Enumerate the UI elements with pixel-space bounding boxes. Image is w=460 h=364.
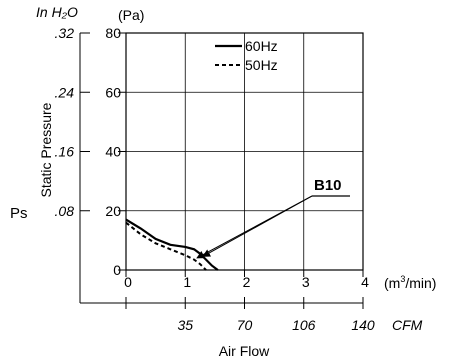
secondary-x-axis: 35 70 106 140 — [80, 297, 375, 333]
x2-tick-label: 35 — [177, 317, 193, 333]
y-tick-label: 0 — [113, 262, 121, 278]
y-axis-symbol: Ps — [10, 205, 28, 222]
x-tick-label: 4 — [361, 274, 369, 290]
series-lines — [125, 218, 219, 271]
annotation-label: B10 — [314, 177, 342, 194]
y-tick-label: 80 — [105, 25, 121, 41]
y2-tick-label: .16 — [55, 144, 75, 160]
y-axis-title: Static Pressure — [38, 102, 54, 197]
x-tick-label: 0 — [124, 274, 132, 290]
y2-tick-label: .24 — [55, 84, 75, 100]
model-annotation: B10 — [196, 177, 350, 259]
annotation-arrow — [196, 195, 313, 259]
x2-tick-label: 106 — [292, 317, 316, 333]
legend-label-60hz: 60Hz — [245, 38, 278, 54]
x-unit-label: (m3/min) — [384, 274, 436, 291]
y-unit-label: (Pa) — [118, 7, 144, 23]
x-tick-labels: 0 1 2 3 4 — [124, 270, 369, 290]
x-axis-title: Air Flow — [219, 343, 270, 359]
y-secondary-unit-label: In H₂O — [36, 4, 78, 20]
grid-lines — [126, 33, 363, 270]
legend-label-50hz: 50Hz — [245, 57, 278, 73]
x-tick-label: 3 — [302, 274, 310, 290]
y2-tick-label: .08 — [55, 203, 75, 219]
x2-tick-label: 140 — [351, 317, 375, 333]
x2-tick-label: 70 — [237, 317, 253, 333]
series-line-50hz — [125, 221, 207, 271]
x-tick-label: 1 — [183, 274, 191, 290]
secondary-y-axis: .08 .16 .24 .32 — [55, 25, 90, 303]
x-tick-label: 2 — [243, 274, 251, 290]
series-line-60hz — [125, 218, 219, 271]
y-tick-label: 60 — [105, 84, 121, 100]
legend: 60Hz 50Hz — [215, 38, 278, 73]
y-tick-label: 40 — [105, 144, 121, 160]
x-secondary-unit-label: CFM — [392, 317, 423, 333]
y2-tick-label: .32 — [55, 25, 75, 41]
y-tick-label: 20 — [105, 203, 121, 219]
y-tick-labels: 0 20 40 60 80 — [105, 25, 126, 278]
